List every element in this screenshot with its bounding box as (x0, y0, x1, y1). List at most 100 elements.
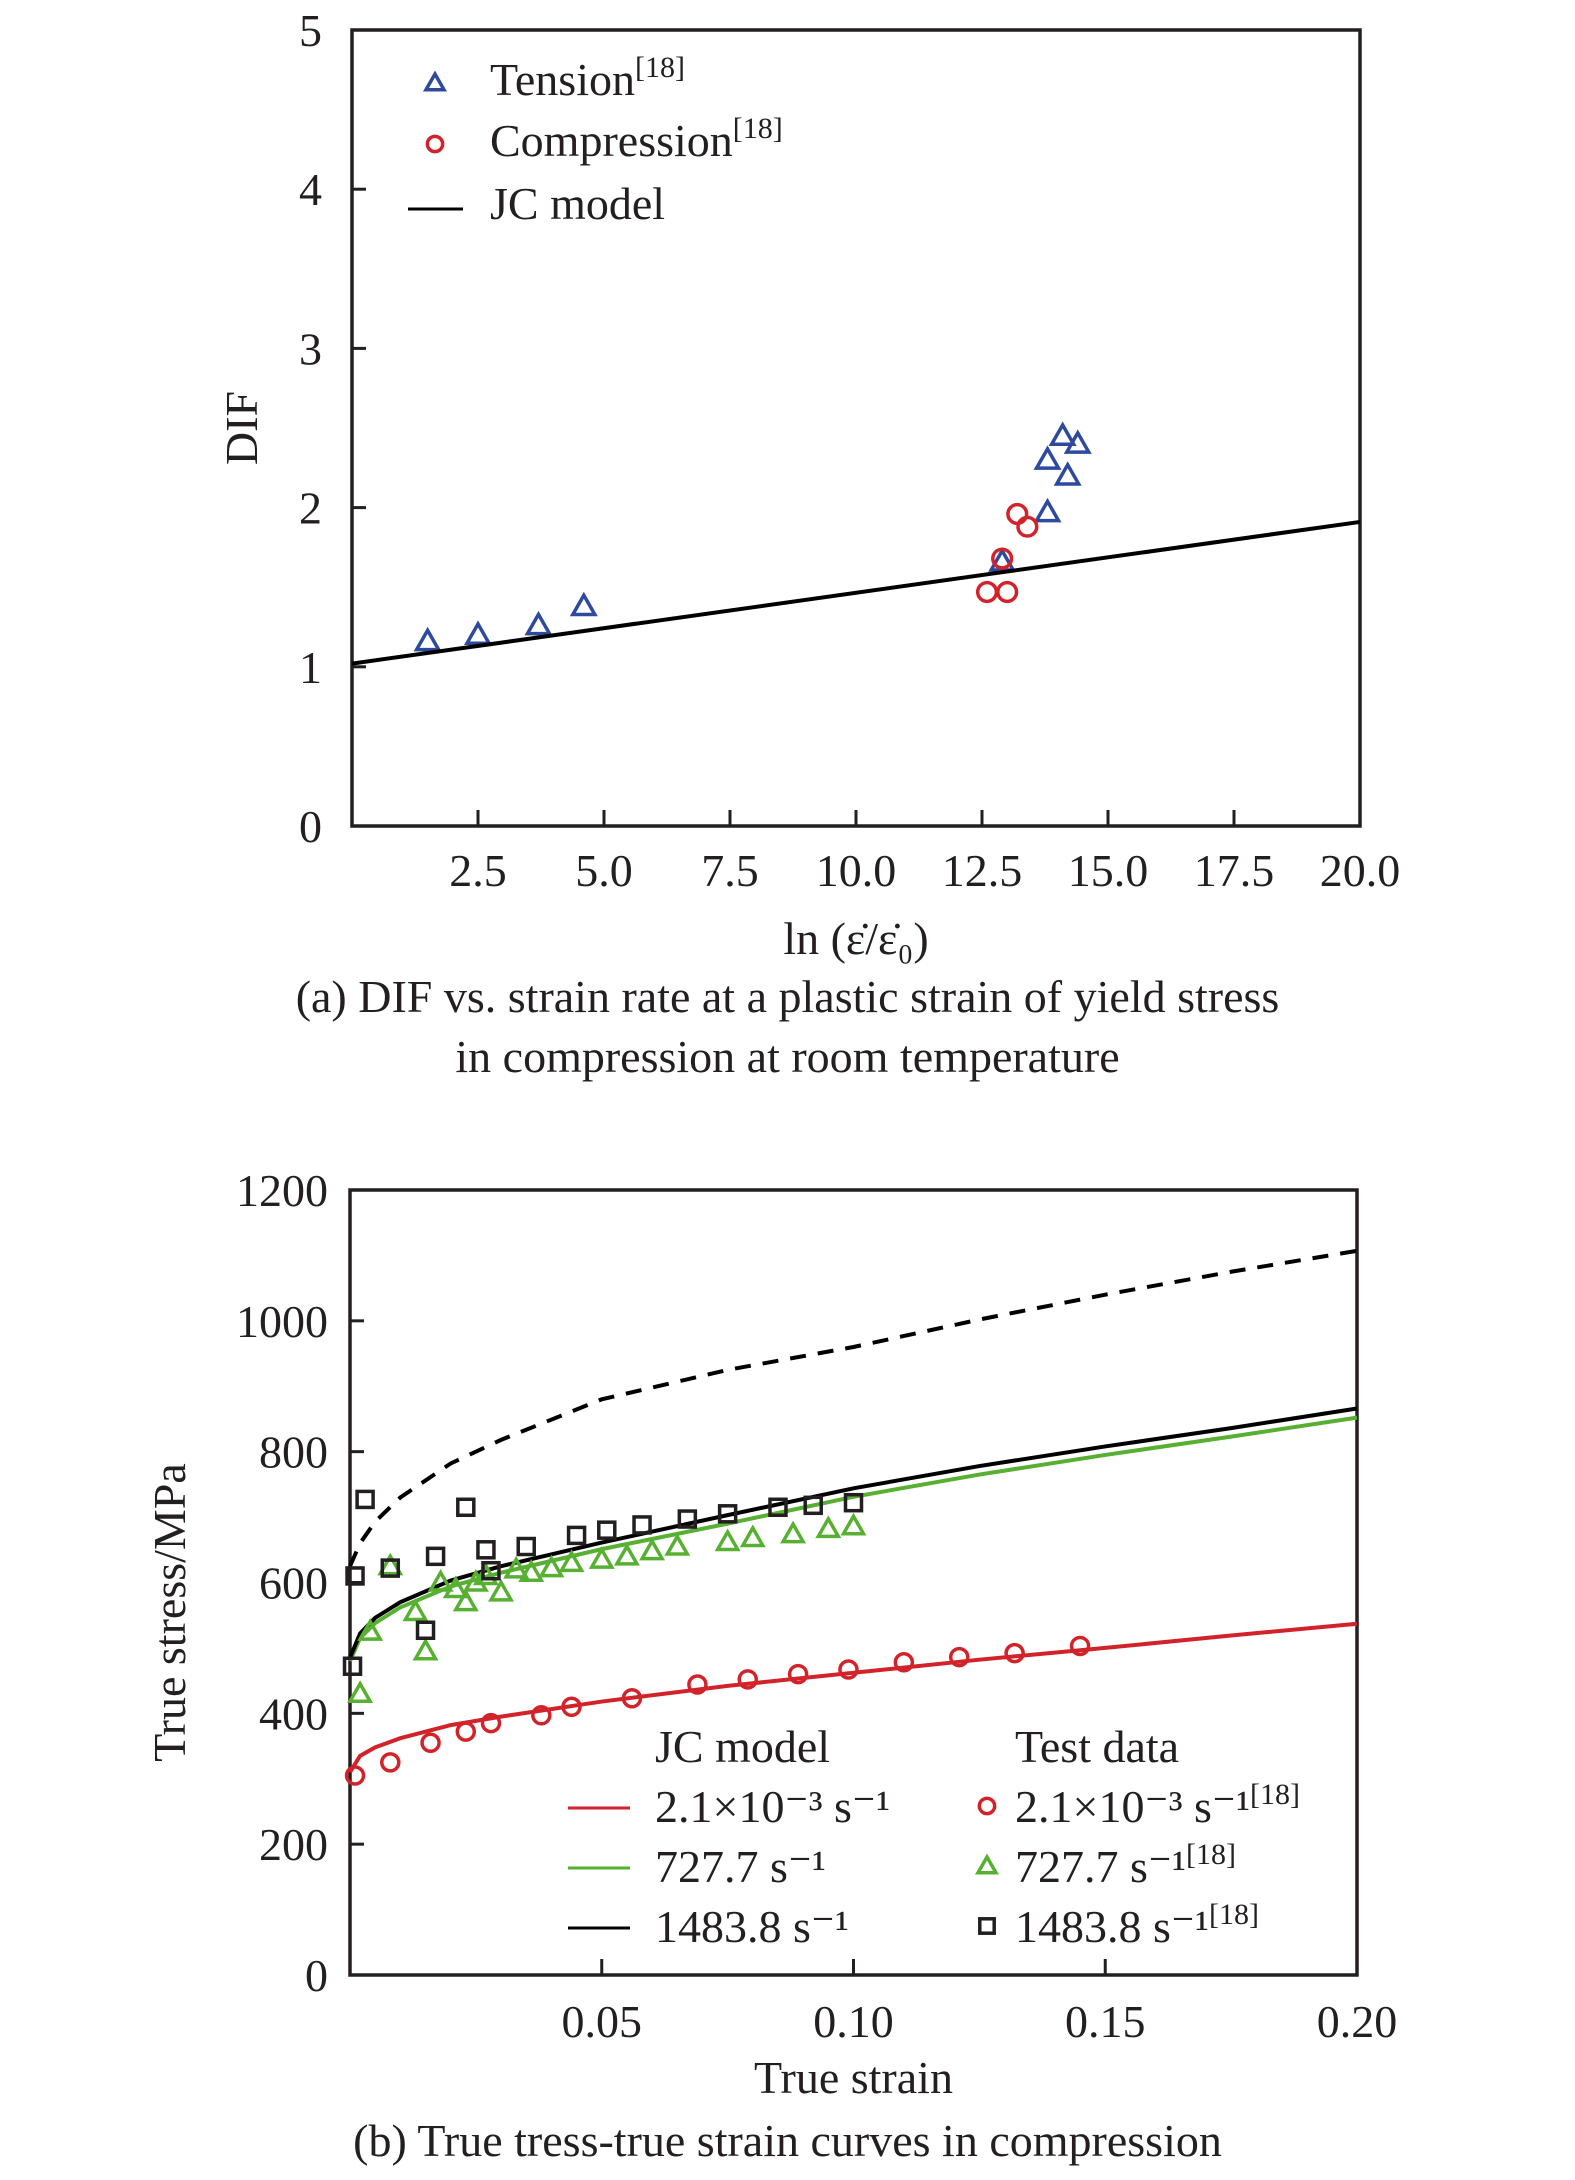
test-point-triangle (664, 1532, 691, 1556)
test-point-triangle (639, 1537, 666, 1561)
compression-point (991, 547, 1014, 570)
legend-label-jc-model: JC model (490, 178, 665, 229)
test-point-square (380, 1558, 401, 1578)
test-point-square (803, 1495, 823, 1516)
tension-point (413, 626, 442, 652)
legend-swatch-tension (422, 70, 448, 92)
tension-point (524, 610, 553, 636)
test-point-square (476, 1540, 496, 1560)
tension-point (569, 591, 598, 617)
model-curve-1 (348, 1415, 1358, 1662)
test-point-circle (420, 1732, 441, 1754)
x-tick-label-b: 0.20 (1317, 1996, 1398, 2047)
x-tick-label-a: 17.5 (1194, 845, 1275, 896)
legend-swatch-compression (425, 134, 445, 154)
y-tick-label-a: 0 (299, 801, 322, 852)
test-point-triangle (588, 1546, 615, 1569)
test-point-circle (621, 1688, 643, 1709)
x-tick-label-a: 2.5 (449, 845, 507, 896)
legend-label-model-2: 1483.8 s⁻¹ (655, 1901, 849, 1952)
x-tick-label-a: 20.0 (1320, 845, 1401, 896)
model-curve-0 (348, 1621, 1358, 1774)
x-tick-label-a: 7.5 (701, 845, 759, 896)
test-point-square (632, 1515, 652, 1535)
test-point-circle (1004, 1642, 1025, 1664)
test-point-triangle (488, 1578, 515, 1602)
legend-swatch-test-triangle (974, 1853, 1000, 1875)
legend-header-test-data: Test data (1015, 1721, 1179, 1772)
legend-label-model-1: 727.7 s⁻¹ (655, 1841, 826, 1892)
tension-point (1033, 445, 1062, 470)
tension-point (1048, 421, 1077, 446)
tension-point (1063, 429, 1092, 454)
x-tick-label-b: 0.05 (562, 1996, 643, 2047)
test-point-circle (687, 1674, 708, 1695)
tension-point (988, 547, 1017, 572)
test-point-triangle (377, 1552, 404, 1576)
y-tick-label-a: 2 (299, 483, 322, 534)
y-tick-label-b: 1200 (236, 1165, 328, 1216)
y-axis-title-b: True stress/MPa (144, 1463, 195, 1762)
test-point-circle (787, 1663, 809, 1685)
test-point-triangle (442, 1575, 469, 1599)
test-point-triangle (840, 1512, 867, 1536)
test-point-square (597, 1520, 617, 1540)
test-point-square (717, 1504, 738, 1524)
y-tick-label-a: 5 (299, 5, 322, 56)
compression-point (996, 580, 1019, 604)
test-point-triangle (402, 1598, 429, 1622)
test-point-circle (344, 1765, 366, 1786)
test-point-square (843, 1492, 864, 1513)
test-point-circle (1069, 1635, 1091, 1657)
compression-point (1006, 502, 1029, 526)
caption-b: (b) True tress-true strain curves in com… (353, 2115, 1222, 2166)
test-point-triangle (780, 1520, 807, 1544)
test-point-square (768, 1497, 788, 1518)
test-point-triangle (412, 1637, 439, 1661)
test-point-square (345, 1566, 365, 1586)
test-point-triangle (503, 1555, 530, 1579)
test-point-square (516, 1536, 536, 1557)
test-point-triangle (739, 1524, 766, 1548)
y-tick-label-a: 4 (299, 164, 322, 215)
test-point-triangle (472, 1562, 499, 1586)
test-point-circle (561, 1696, 582, 1718)
legend-label-compression: Compression[18] (490, 112, 783, 166)
test-point-circle (838, 1659, 859, 1680)
test-point-square (481, 1560, 501, 1581)
legend-label-test-2: 1483.8 s⁻¹[18] (1015, 1898, 1259, 1952)
test-point-circle (737, 1669, 759, 1690)
test-point-circle (948, 1646, 970, 1668)
panel-a: 0 1 2 3 4 5 2.5 5.0 7.5 10.0 12.5 15.0 17.5 20.0 ln (ε… (216, 5, 1400, 964)
y-axis-title-a: DIF (216, 391, 267, 465)
x-tick-label-a: 15.0 (1068, 845, 1149, 896)
test-point-triangle (538, 1554, 565, 1578)
legend-label-test-1: 727.7 s⁻¹[18] (1015, 1838, 1236, 1892)
test-point-circle (455, 1721, 477, 1742)
y-tick-label-b: 600 (259, 1558, 328, 1609)
test-point-square (456, 1497, 476, 1518)
test-point-square (415, 1620, 436, 1641)
x-tick-label-b: 0.10 (813, 1996, 894, 2047)
y-tick-label-b: 800 (259, 1427, 328, 1478)
x-tick-label-a: 5.0 (575, 845, 633, 896)
y-tick-label-a: 1 (299, 642, 322, 693)
legend-label-model-0: 2.1×10⁻³ s⁻¹ (655, 1781, 890, 1832)
model-curve-3 (348, 1248, 1358, 1567)
y-tick-label-a: 3 (299, 323, 322, 374)
tension-point (463, 620, 493, 645)
test-point-triangle (347, 1680, 374, 1703)
test-point-circle (380, 1752, 401, 1773)
test-point-square (677, 1509, 698, 1529)
test-point-square (355, 1489, 375, 1510)
test-point-triangle (558, 1549, 585, 1573)
jc-model-line-a (351, 519, 1361, 666)
test-point-triangle (714, 1528, 741, 1552)
tension-point (1033, 497, 1062, 523)
test-point-circle (893, 1652, 915, 1673)
test-point-triangle (452, 1588, 479, 1612)
test-point-triangle (815, 1515, 842, 1539)
y-tick-label-b: 400 (259, 1688, 328, 1739)
y-tick-label-b: 0 (305, 1950, 328, 2001)
test-point-triangle (462, 1568, 489, 1592)
